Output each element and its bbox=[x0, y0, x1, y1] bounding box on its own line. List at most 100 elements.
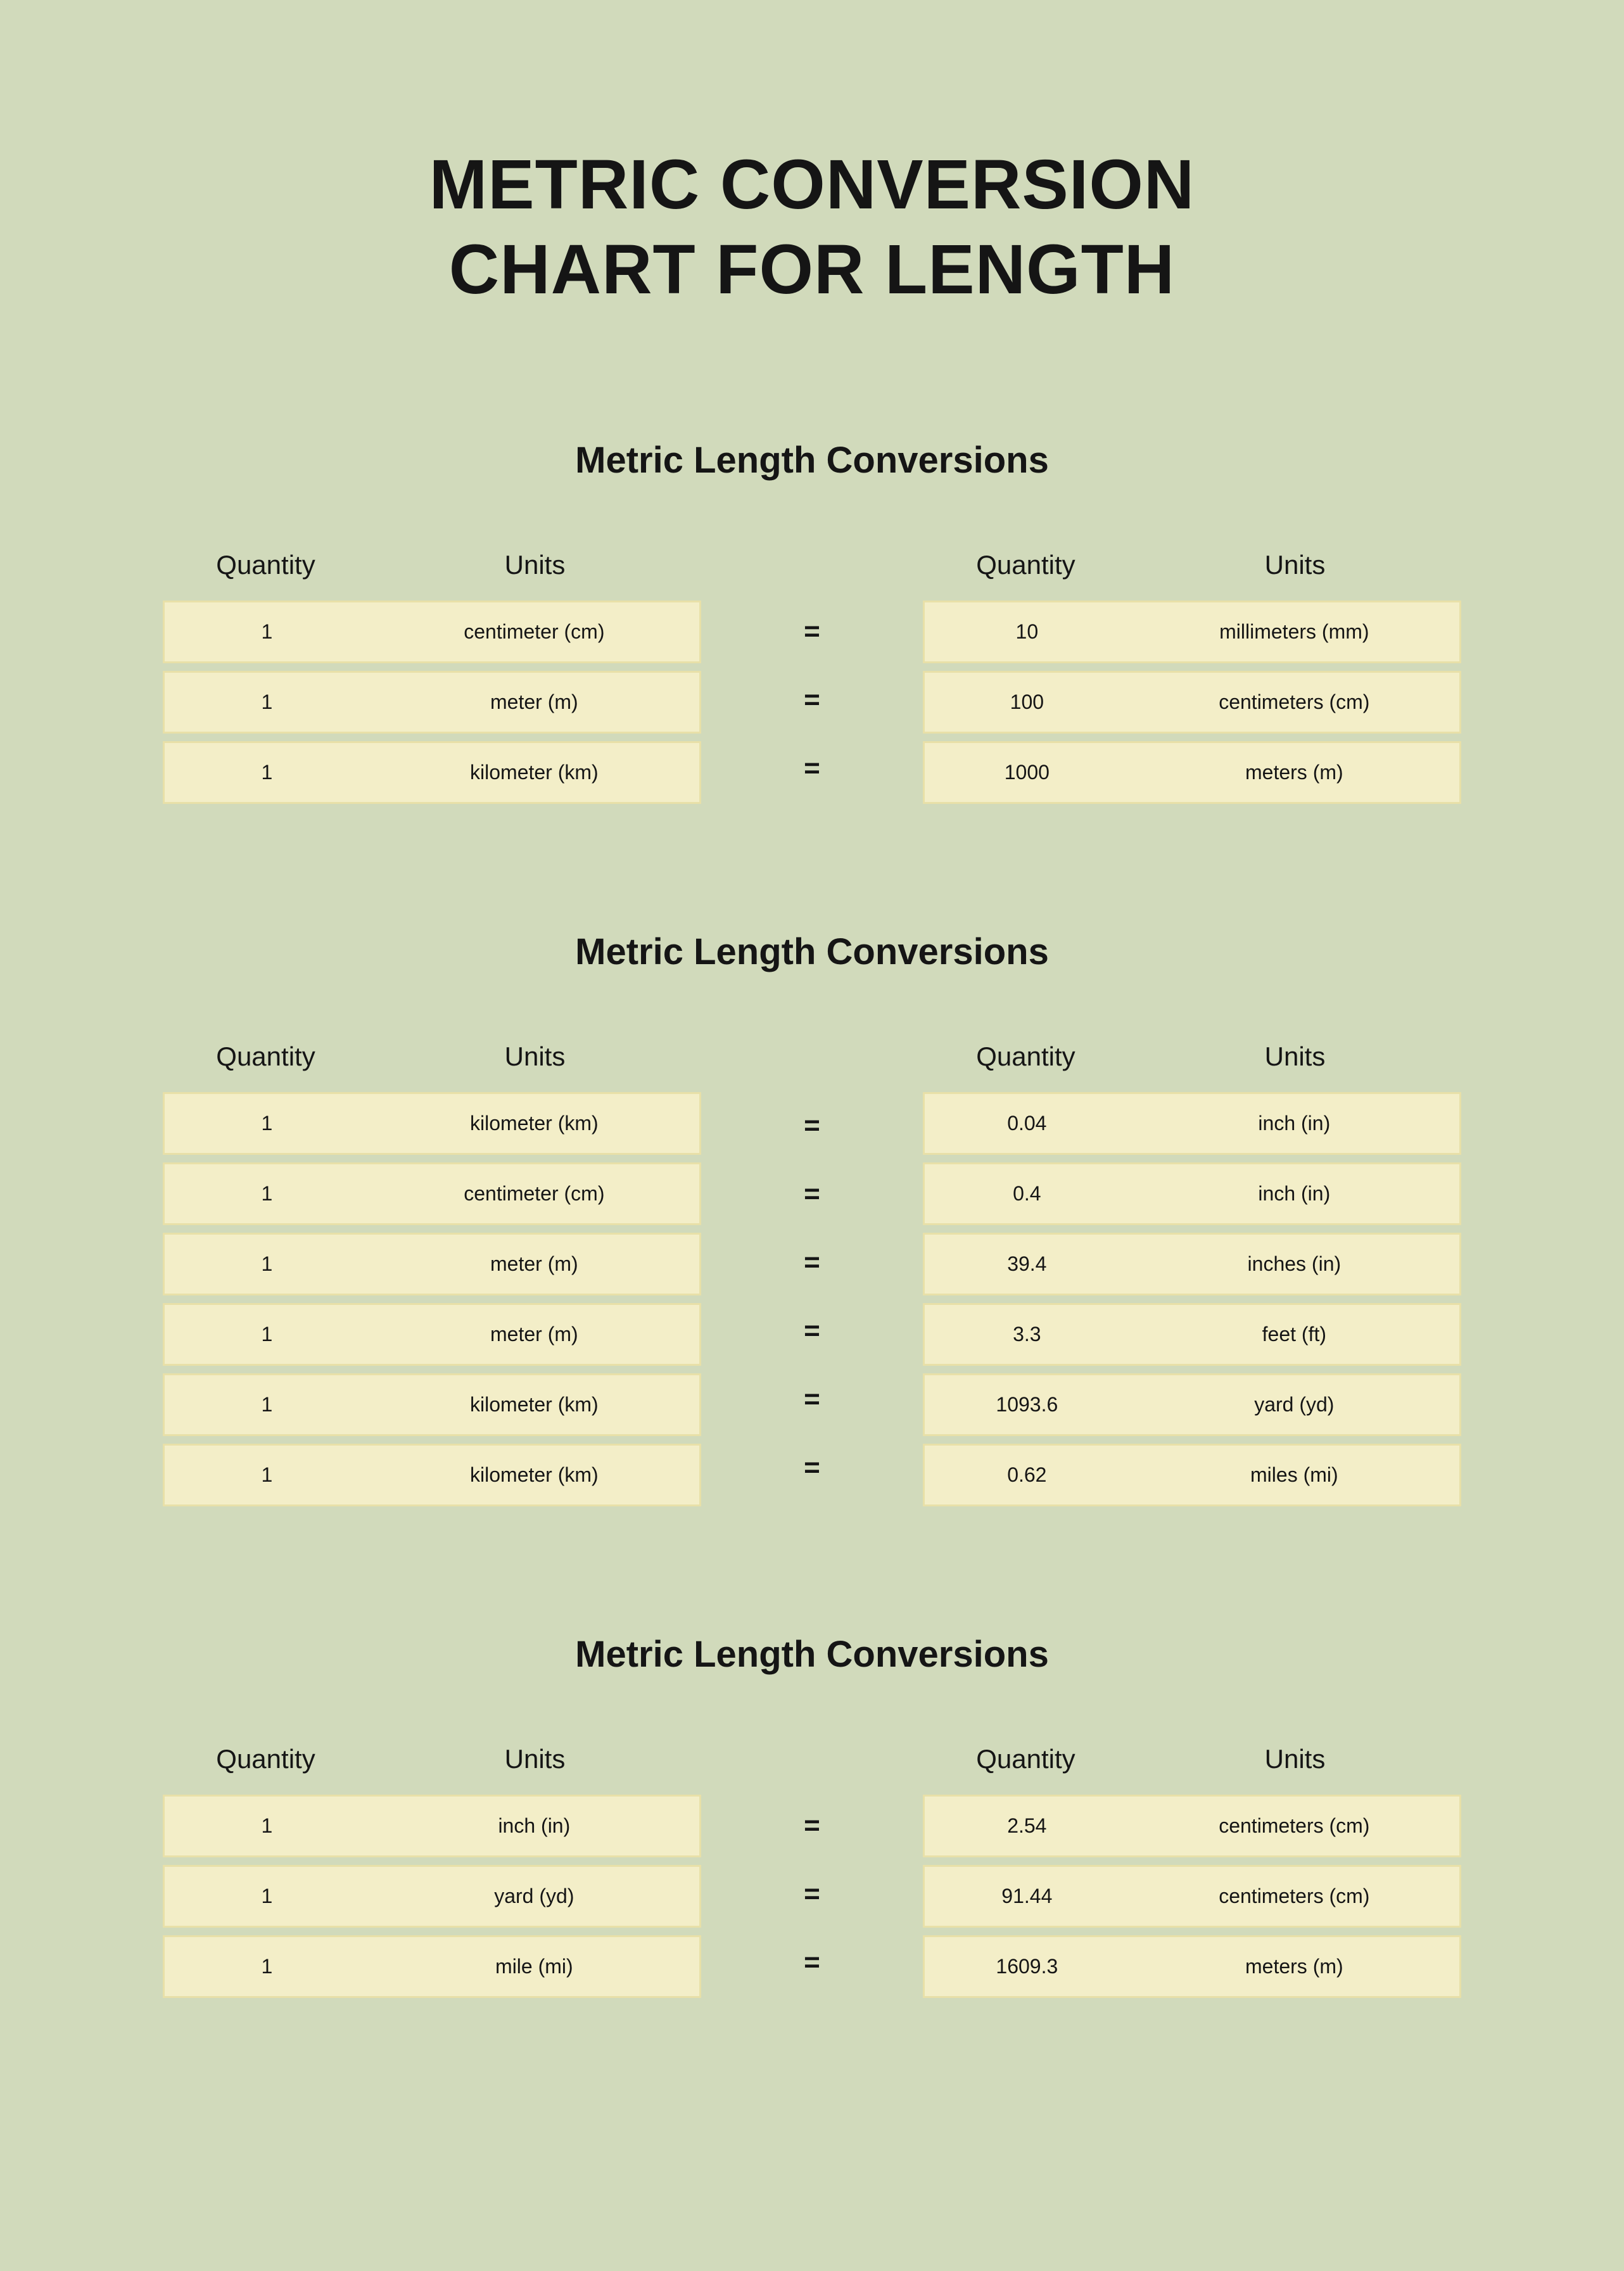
table-row: 10millimeters (mm) bbox=[923, 601, 1461, 663]
equals-column: ====== bbox=[804, 1033, 820, 1502]
equals-column: === bbox=[804, 1733, 820, 1997]
conversion-section: Metric Length ConversionsQuantityUnits1k… bbox=[163, 931, 1461, 1506]
cell-quantity: 3.3 bbox=[925, 1305, 1129, 1364]
cell-quantity: 10 bbox=[925, 602, 1129, 661]
cell-unit: mile (mi) bbox=[369, 1937, 699, 1996]
cell-unit: inch (in) bbox=[369, 1797, 699, 1855]
equals-icon: = bbox=[804, 1091, 820, 1160]
cell-unit: meter (m) bbox=[369, 1235, 699, 1294]
header-quantity: Quantity bbox=[923, 1731, 1129, 1795]
cell-quantity: 1 bbox=[165, 1235, 369, 1294]
equals-icon: = bbox=[804, 734, 820, 803]
title-line-1: METRIC CONVERSION bbox=[429, 146, 1195, 224]
title-line-2: CHART FOR LENGTH bbox=[449, 231, 1175, 309]
section-title: Metric Length Conversions bbox=[163, 439, 1461, 481]
table-row: 1mile (mi) bbox=[163, 1935, 701, 1998]
equals-icon: = bbox=[804, 1160, 820, 1228]
table-row: 1meter (m) bbox=[163, 1303, 701, 1366]
right-table: QuantityUnits0.04inch (in)0.4inch (in)39… bbox=[923, 1029, 1461, 1506]
table-row: 39.4inches (in) bbox=[923, 1233, 1461, 1295]
cell-quantity: 100 bbox=[925, 673, 1129, 732]
cell-unit: yard (yd) bbox=[369, 1867, 699, 1926]
table-row: 1kilometer (km) bbox=[163, 1092, 701, 1155]
equals-icon: = bbox=[804, 1860, 820, 1928]
cell-unit: meter (m) bbox=[369, 1305, 699, 1364]
cell-quantity: 0.62 bbox=[925, 1446, 1129, 1504]
header-quantity: Quantity bbox=[923, 537, 1129, 601]
cell-unit: kilometer (km) bbox=[369, 1094, 699, 1153]
table-row: 1yard (yd) bbox=[163, 1865, 701, 1928]
table-row: 1kilometer (km) bbox=[163, 741, 701, 804]
header-units: Units bbox=[1129, 1029, 1461, 1092]
cell-unit: meters (m) bbox=[1129, 743, 1459, 802]
table-body: 1kilometer (km)1centimeter (cm)1meter (m… bbox=[163, 1092, 701, 1506]
equals-icon: = bbox=[804, 1434, 820, 1502]
cell-quantity: 0.4 bbox=[925, 1164, 1129, 1223]
cell-unit: centimeters (cm) bbox=[1129, 673, 1459, 732]
equals-icon: = bbox=[804, 1228, 820, 1297]
equals-icon: = bbox=[804, 1297, 820, 1365]
cell-quantity: 1 bbox=[165, 1164, 369, 1223]
cell-quantity: 91.44 bbox=[925, 1867, 1129, 1926]
cell-quantity: 1 bbox=[165, 1094, 369, 1153]
cell-quantity: 39.4 bbox=[925, 1235, 1129, 1294]
conversion-row-container: QuantityUnits1kilometer (km)1centimeter … bbox=[163, 1029, 1461, 1506]
table-row: 1093.6yard (yd) bbox=[923, 1373, 1461, 1436]
table-row: 3.3feet (ft) bbox=[923, 1303, 1461, 1366]
section-title: Metric Length Conversions bbox=[163, 1633, 1461, 1676]
conversion-section: Metric Length ConversionsQuantityUnits1i… bbox=[163, 1633, 1461, 1998]
table-row: 91.44centimeters (cm) bbox=[923, 1865, 1461, 1928]
cell-quantity: 1093.6 bbox=[925, 1375, 1129, 1434]
cell-quantity: 1 bbox=[165, 602, 369, 661]
conversion-row-container: QuantityUnits1inch (in)1yard (yd)1mile (… bbox=[163, 1731, 1461, 1998]
equals-icon: = bbox=[804, 1791, 820, 1860]
table-row: 1609.3meters (m) bbox=[923, 1935, 1461, 1998]
table-row: 0.4inch (in) bbox=[923, 1162, 1461, 1225]
header-quantity: Quantity bbox=[923, 1029, 1129, 1092]
table-row: 100centimeters (cm) bbox=[923, 671, 1461, 734]
sections-container: Metric Length ConversionsQuantityUnits1c… bbox=[163, 312, 1461, 1998]
cell-unit: inch (in) bbox=[1129, 1164, 1459, 1223]
cell-quantity: 1 bbox=[165, 1446, 369, 1504]
left-table: QuantityUnits1kilometer (km)1centimeter … bbox=[163, 1029, 701, 1506]
table-body: 0.04inch (in)0.4inch (in)39.4inches (in)… bbox=[923, 1092, 1461, 1506]
cell-unit: centimeter (cm) bbox=[369, 602, 699, 661]
table-body: 10millimeters (mm)100centimeters (cm)100… bbox=[923, 601, 1461, 804]
cell-quantity: 1 bbox=[165, 1867, 369, 1926]
table-row: 1meter (m) bbox=[163, 1233, 701, 1295]
table-row: 1kilometer (km) bbox=[163, 1444, 701, 1506]
table-body: 2.54centimeters (cm)91.44centimeters (cm… bbox=[923, 1795, 1461, 1998]
cell-unit: feet (ft) bbox=[1129, 1305, 1459, 1364]
cell-quantity: 1 bbox=[165, 1937, 369, 1996]
left-table: QuantityUnits1centimeter (cm) 1meter (m) 1… bbox=[163, 537, 701, 804]
table-row: 1centimeter (cm) bbox=[163, 1162, 701, 1225]
cell-quantity: 1 bbox=[165, 1797, 369, 1855]
right-table: QuantityUnits2.54centimeters (cm)91.44ce… bbox=[923, 1731, 1461, 1998]
equals-icon: = bbox=[804, 597, 820, 666]
right-table: QuantityUnits10millimeters (mm)100centim… bbox=[923, 537, 1461, 804]
cell-unit: inches (in) bbox=[1129, 1235, 1459, 1294]
cell-unit: miles (mi) bbox=[1129, 1446, 1459, 1504]
cell-unit: millimeters (mm) bbox=[1129, 602, 1459, 661]
section-title: Metric Length Conversions bbox=[163, 931, 1461, 973]
cell-quantity: 2.54 bbox=[925, 1797, 1129, 1855]
cell-quantity: 1 bbox=[165, 1305, 369, 1364]
header-units: Units bbox=[369, 537, 701, 601]
cell-quantity: 0.04 bbox=[925, 1094, 1129, 1153]
left-table: QuantityUnits1inch (in)1yard (yd)1mile (… bbox=[163, 1731, 701, 1998]
cell-unit: centimeters (cm) bbox=[1129, 1867, 1459, 1926]
cell-unit: meters (m) bbox=[1129, 1937, 1459, 1996]
equals-column: === bbox=[804, 539, 820, 803]
equals-icon: = bbox=[804, 1365, 820, 1434]
conversion-section: Metric Length ConversionsQuantityUnits1c… bbox=[163, 439, 1461, 804]
table-row: 0.62miles (mi) bbox=[923, 1444, 1461, 1506]
table-row: 2.54centimeters (cm) bbox=[923, 1795, 1461, 1857]
table-row: 1000meters (m) bbox=[923, 741, 1461, 804]
table-header-row: QuantityUnits bbox=[163, 537, 701, 601]
page-title: METRIC CONVERSION CHART FOR LENGTH bbox=[429, 143, 1195, 312]
cell-quantity: 1000 bbox=[925, 743, 1129, 802]
table-row: 0.04inch (in) bbox=[923, 1092, 1461, 1155]
cell-unit: centimeter (cm) bbox=[369, 1164, 699, 1223]
table-row: 1meter (m) bbox=[163, 671, 701, 734]
conversion-row-container: QuantityUnits1centimeter (cm)1meter (m)1… bbox=[163, 537, 1461, 804]
